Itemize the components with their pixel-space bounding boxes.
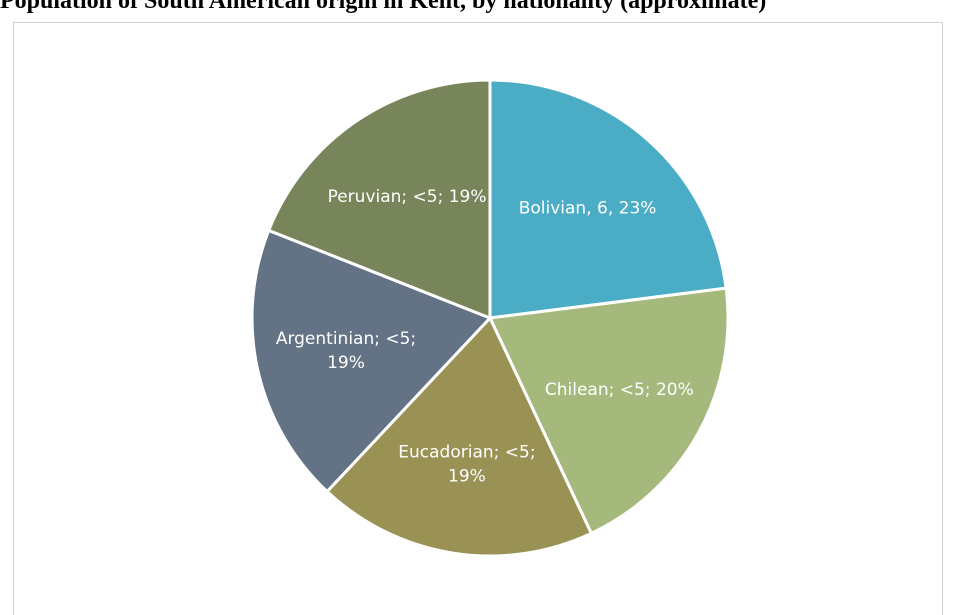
pie-slice-peruvian bbox=[266, 78, 492, 321]
chart-frame bbox=[13, 22, 943, 615]
pie-label-line: Eucadorian; <5; bbox=[398, 443, 535, 463]
pie-label-line: Argentinian; <5; bbox=[276, 329, 416, 349]
pie-slice-eucadorian bbox=[324, 315, 594, 558]
chart-title: Population of South American origin in K… bbox=[0, 0, 767, 14]
pie-label-argentinian: Argentinian; <5; 19% bbox=[276, 329, 416, 373]
pie-label-chilean: Chilean; <5; 20% bbox=[545, 380, 694, 400]
pie-label-peruvian: Peruvian; <5; 19% bbox=[328, 187, 487, 207]
pie-label-eucadorian: Eucadorian; <5; 19% bbox=[398, 443, 535, 487]
pie-label-line: Bolivian, 6, 23% bbox=[519, 198, 657, 218]
pie-label-bolivian: Bolivian, 6, 23% bbox=[519, 198, 657, 218]
pie-slice-chilean bbox=[487, 286, 730, 536]
pie-label-line: Chilean; <5; 20% bbox=[545, 380, 694, 400]
pie-label-line: 19% bbox=[327, 353, 365, 373]
pie-slice-bolivian bbox=[488, 78, 728, 320]
pie-label-line: 19% bbox=[448, 467, 486, 487]
pie-label-line: Peruvian; <5; 19% bbox=[328, 187, 487, 207]
